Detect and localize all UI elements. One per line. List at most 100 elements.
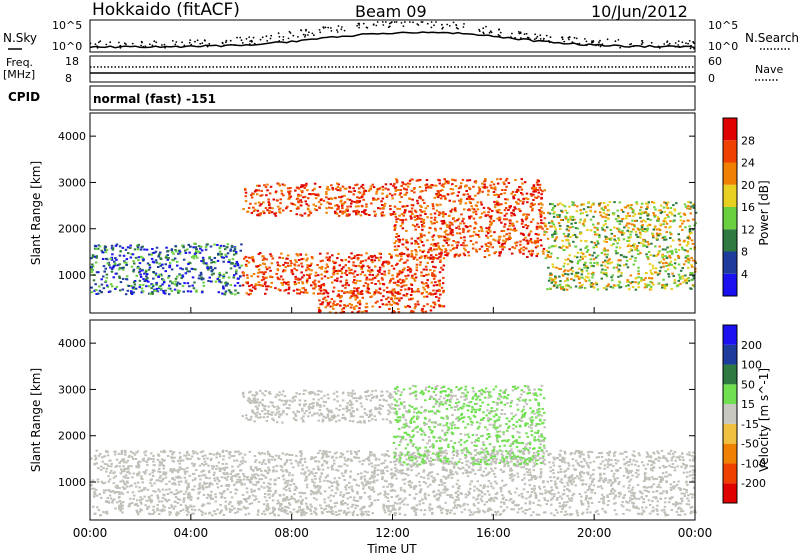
data-cell	[415, 463, 419, 466]
data-cell	[342, 310, 346, 313]
data-cell	[334, 511, 338, 514]
data-cell	[409, 270, 412, 273]
data-cell	[659, 497, 663, 500]
data-cell	[618, 223, 622, 226]
data-cell	[345, 282, 349, 285]
data-cell	[256, 193, 259, 196]
data-cell	[355, 287, 359, 290]
data-cell	[496, 200, 499, 203]
data-cell	[484, 178, 487, 180]
data-cell	[438, 252, 441, 255]
data-cell	[281, 283, 284, 286]
data-cell	[383, 205, 386, 207]
data-cell	[427, 256, 430, 259]
data-cell	[95, 289, 98, 291]
data-cell	[539, 202, 543, 205]
data-cell	[576, 511, 579, 514]
data-cell	[470, 215, 473, 218]
data-cell	[509, 477, 512, 480]
data-cell	[100, 249, 103, 252]
data-cell	[389, 278, 393, 281]
data-cell	[619, 286, 623, 289]
data-cell	[644, 277, 647, 280]
data-cell	[457, 191, 461, 194]
data-cell	[177, 469, 181, 472]
data-cell	[604, 259, 607, 262]
data-cell	[569, 260, 572, 263]
data-cell	[328, 301, 332, 304]
data-cell	[605, 226, 609, 229]
data-cell	[346, 209, 349, 212]
data-cell	[220, 484, 223, 487]
data-cell	[320, 273, 323, 276]
data-cell	[537, 195, 540, 198]
data-cell	[536, 503, 540, 506]
data-cell	[509, 492, 513, 495]
data-cell	[193, 281, 196, 284]
data-cell	[314, 285, 317, 288]
data-cell	[535, 225, 539, 228]
data-cell	[375, 479, 379, 482]
data-cell	[271, 455, 274, 458]
data-cell	[467, 490, 470, 493]
data-cell	[374, 283, 377, 285]
data-cell	[415, 266, 418, 269]
data-cell	[90, 291, 94, 294]
data-cell	[520, 507, 523, 510]
data-cell	[244, 195, 247, 198]
data-cell	[596, 263, 599, 266]
data-cell	[488, 223, 492, 226]
data-cell	[424, 462, 428, 464]
cpid-panel: CPID normal (fast) -151	[8, 85, 696, 111]
data-cell	[260, 194, 264, 197]
data-cell	[564, 452, 567, 455]
data-cell	[627, 464, 630, 467]
data-cell	[671, 213, 674, 216]
data-cell	[151, 285, 155, 288]
data-cell	[649, 218, 652, 221]
data-cell	[243, 483, 246, 486]
noise-point	[376, 21, 379, 23]
data-cell	[531, 204, 535, 207]
data-cell	[530, 254, 533, 257]
data-cell	[402, 183, 405, 185]
data-cell	[281, 257, 284, 260]
data-cell	[300, 201, 303, 203]
data-cell	[183, 454, 186, 457]
data-cell	[382, 295, 385, 298]
data-cell	[478, 248, 482, 251]
data-cell	[123, 261, 126, 264]
data-cell	[234, 293, 237, 296]
data-cell	[399, 502, 402, 505]
data-cell	[436, 242, 440, 245]
data-cell	[218, 280, 221, 283]
data-cell	[476, 201, 479, 204]
data-cell	[461, 220, 464, 223]
data-cell	[639, 252, 642, 255]
data-cell	[228, 258, 231, 261]
data-cell	[537, 499, 541, 502]
data-cell	[404, 288, 407, 291]
noise-point	[131, 42, 134, 45]
data-cell	[281, 470, 285, 473]
data-cell	[658, 457, 662, 459]
data-cell	[181, 275, 185, 278]
data-cell	[540, 206, 543, 209]
data-cell	[274, 190, 278, 193]
data-cell	[644, 220, 647, 223]
data-cell	[90, 266, 93, 269]
data-cell	[147, 285, 151, 288]
data-cell	[665, 285, 668, 287]
data-cell	[373, 471, 376, 474]
data-cell	[424, 497, 427, 500]
data-cell	[271, 207, 274, 210]
data-cell	[427, 273, 430, 276]
data-cell	[503, 218, 506, 221]
data-cell	[427, 477, 430, 480]
data-cell	[373, 254, 376, 257]
data-cell	[429, 292, 432, 295]
data-cell	[606, 237, 609, 240]
data-cell	[572, 240, 575, 243]
data-cell	[422, 470, 425, 473]
data-cell	[132, 291, 135, 294]
